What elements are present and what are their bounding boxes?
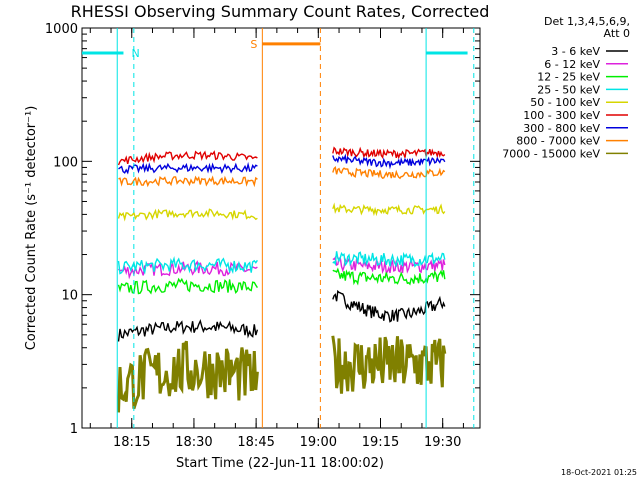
series-trace xyxy=(118,175,258,188)
flag-label: S xyxy=(250,38,257,51)
y-tick-label: 100 xyxy=(53,155,78,170)
legend-entry-label: 6 - 12 keV xyxy=(544,58,600,71)
series-50-100-kev xyxy=(117,202,446,222)
series-trace xyxy=(117,150,258,166)
x-tick-label: 19:30 xyxy=(424,435,461,450)
series-trace xyxy=(117,208,258,222)
flag-label: N xyxy=(131,47,139,60)
y-tick-label: 1000 xyxy=(45,22,78,37)
legend-entry-label: 300 - 800 keV xyxy=(523,122,600,135)
y-axis-label: Corrected Count Rate (s⁻¹ detector⁻¹) xyxy=(24,106,39,351)
series-7000-15000-kev xyxy=(117,335,447,413)
series-trace xyxy=(117,340,259,413)
series-800-7000-kev xyxy=(118,166,446,188)
legend-entry-label: 50 - 100 keV xyxy=(530,96,600,109)
plot-layer: 1 10 100 1000 18:15 18:30 18:45 19:00 19:15 19:30… xyxy=(45,22,628,450)
series-trace xyxy=(332,202,446,217)
x-tick-label: 18:15 xyxy=(113,435,150,450)
footer-timestamp: 18-Oct-2021 01:25 xyxy=(561,468,637,477)
series-trace xyxy=(332,153,446,170)
series-trace xyxy=(117,277,258,295)
series-trace xyxy=(117,255,258,275)
series-trace xyxy=(332,267,446,286)
x-axis-label: Start Time (22-Jun-11 18:00:02) xyxy=(176,456,384,471)
series-trace xyxy=(332,289,446,323)
y-tick-label: 1 xyxy=(70,422,78,437)
series-trace xyxy=(331,335,447,394)
legend-entry-label: 3 - 6 keV xyxy=(551,45,600,58)
x-tick-label: 18:30 xyxy=(175,435,212,450)
legend-entry-label: 25 - 50 keV xyxy=(537,83,600,96)
series-trace xyxy=(332,146,446,160)
series-6-12-kev xyxy=(117,255,446,280)
legend-entry-label: 100 - 300 keV xyxy=(523,109,600,122)
legend-entry-label: 12 - 25 keV xyxy=(537,71,600,84)
legend-entry-label: 7000 - 15000 keV xyxy=(502,147,600,160)
chart-title: RHESSI Observing Summary Count Rates, Co… xyxy=(71,2,490,21)
series-trace xyxy=(117,318,259,342)
y-tick-label: 10 xyxy=(61,289,78,304)
x-tick-label: 19:00 xyxy=(300,435,337,450)
series-trace xyxy=(332,166,446,180)
series-12-25-kev xyxy=(117,267,446,295)
x-tick-label: 18:45 xyxy=(237,435,274,450)
x-tick-label: 19:15 xyxy=(362,435,399,450)
series-3-6-kev xyxy=(117,289,446,342)
series-trace xyxy=(118,161,258,175)
legend-header-line-1: Det 1,3,4,5,6,9, xyxy=(544,15,630,28)
series-300-800-kev xyxy=(118,153,446,175)
legend-header-line-2: Att 0 xyxy=(604,27,630,40)
legend-entry-label: 800 - 7000 keV xyxy=(516,135,600,148)
plot-frame xyxy=(81,27,481,429)
